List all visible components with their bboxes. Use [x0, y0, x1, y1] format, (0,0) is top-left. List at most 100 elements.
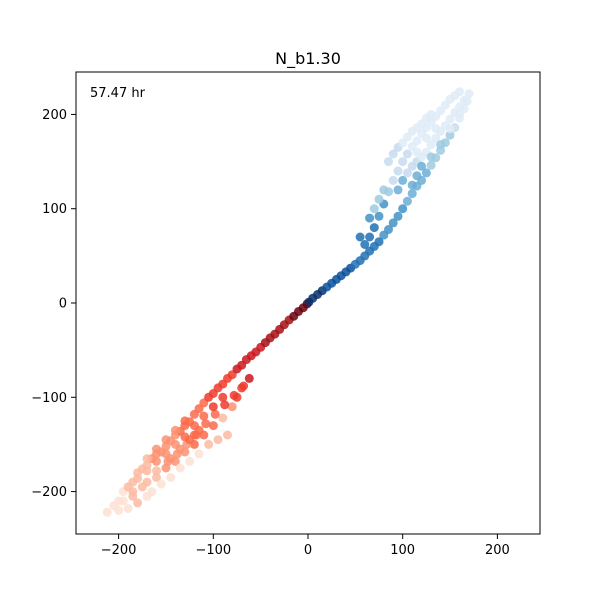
scatter-point-s1-86 [393, 185, 403, 195]
scatter-point-s1-22 [407, 189, 417, 199]
scatter-point-s1-18 [388, 218, 398, 228]
scatter-point-s0-59 [194, 449, 204, 459]
x-tick-label: −100 [195, 543, 231, 558]
scatter-point-s1-84 [455, 102, 464, 112]
scatter-point-s1-37 [365, 232, 375, 242]
scatter-point-s0-58 [204, 439, 214, 449]
scatter-point-s0-69 [118, 496, 128, 506]
y-tick-label: −200 [31, 485, 67, 500]
scatter-point-s1-90 [426, 152, 436, 162]
y-tick-label: 0 [59, 297, 67, 312]
scatter-point-s1-67 [374, 194, 384, 204]
scatter-point-s0-57 [213, 435, 223, 445]
scatter-point-s0-102 [180, 416, 190, 426]
scatter-point-s1-78 [426, 140, 436, 150]
chart-title: N_b1.30 [275, 49, 341, 69]
scatter-point-s1-68 [379, 185, 389, 195]
scatter-point-s0-87 [133, 473, 143, 483]
scatter-point-s1-58 [388, 149, 398, 159]
scatter-point-s1-43 [393, 166, 403, 176]
scatter-point-s1-30 [445, 130, 455, 140]
scatter-point-s0-99 [142, 454, 152, 464]
scatter-point-s0-70 [128, 491, 138, 501]
scatter-point-s0-91 [208, 402, 218, 412]
scatter-point-s0-66 [133, 498, 143, 508]
scatter-point-s0-96 [166, 454, 176, 464]
scatter-point-s0-86 [142, 466, 152, 476]
x-tick-label: 100 [390, 543, 415, 558]
scatter-point-s0-62 [166, 472, 176, 482]
ticks-layer: −200 −100 0 100 200 −200 −100 0 100 200 [31, 108, 510, 558]
points-layer [102, 87, 474, 517]
scatter-point-s0-52 [218, 413, 228, 423]
scatter-point-s0-80 [229, 390, 239, 400]
x-tick-label: 0 [304, 543, 312, 558]
scatter-point-s0-90 [199, 411, 209, 421]
scatter-point-s1-38 [369, 223, 379, 233]
scatter-point-s1-79 [431, 133, 441, 143]
scatter-point-s1-91 [436, 140, 446, 150]
scatter-point-s1-73 [402, 168, 412, 178]
scatter-point-s0-81 [239, 381, 249, 391]
scatter-point-s0-77 [201, 419, 211, 429]
scatter-point-s1-19 [393, 211, 403, 221]
scatter-point-s0-71 [142, 477, 152, 487]
scatter-point-s0-56 [223, 430, 232, 440]
scatter-point-s1-57 [384, 157, 393, 167]
scatter-point-s0-63 [156, 479, 166, 489]
scatter-point-s1-56 [455, 87, 464, 97]
scatter-point-s0-98 [152, 444, 161, 454]
y-tick-label: 200 [42, 108, 67, 123]
scatter-point-s1-45 [402, 149, 412, 159]
scatter-point-s1-92 [445, 124, 455, 134]
scatter-point-s0-101 [170, 425, 180, 435]
scatter-point-s0-67 [123, 504, 133, 513]
scatter-point-s0-45 [152, 472, 161, 482]
scatter-point-s0-94 [185, 435, 195, 445]
scatter-point-s1-35 [464, 89, 474, 99]
scatter-point-s1-95 [421, 133, 431, 143]
scatter-point-s0-51 [208, 421, 218, 431]
scatter-point-s1-89 [417, 161, 427, 171]
scatter-point-s0-60 [185, 456, 195, 466]
scatter-point-s1-72 [398, 175, 408, 185]
scatter-point-s0-68 [114, 505, 124, 515]
scatter-point-s1-42 [388, 175, 398, 185]
scatter-point-s0-0 [102, 507, 112, 517]
scatter-point-s0-82 [244, 373, 254, 383]
scatter-point-s0-78 [210, 409, 220, 419]
scatter-point-s1-82 [445, 114, 455, 124]
scatter-point-s0-79 [220, 400, 230, 410]
scatter-point-s1-25 [421, 168, 431, 178]
scatter-point-s1-87 [407, 180, 417, 190]
scatter-point-s1-15 [374, 237, 384, 247]
scatter-point-s1-94 [431, 124, 441, 134]
x-tick-label: −200 [101, 543, 137, 558]
scatter-point-s0-65 [142, 491, 152, 501]
scatter-point-s1-96 [412, 147, 422, 157]
scatter-point-s1-70 [365, 213, 375, 223]
scatter-point-s1-26 [426, 160, 436, 170]
y-tick-label: 100 [42, 202, 67, 217]
scatter-point-s0-97 [194, 425, 204, 435]
scatter-point-s1-71 [355, 232, 365, 242]
scatter-point-s0-92 [218, 392, 228, 402]
scatter-point-s1-88 [412, 171, 422, 181]
scatter-point-s0-61 [175, 463, 185, 473]
scatter-point-s1-85 [459, 95, 469, 105]
scatter-point-s1-21 [402, 196, 412, 206]
x-tick-label: 200 [485, 543, 510, 558]
scatter-point-s0-85 [152, 456, 161, 466]
scatter-point-s1-47 [412, 136, 422, 146]
scatter-point-s1-39 [374, 211, 384, 221]
scatter-point-s1-20 [398, 204, 408, 214]
scatter-point-s1-36 [360, 240, 370, 249]
scatter-point-s1-44 [398, 157, 408, 167]
scatter-point-s1-66 [426, 109, 436, 119]
scatter-point-s0-53 [227, 402, 237, 412]
time-annotation: 57.47 hr [90, 86, 146, 101]
scatter-point-s1-17 [384, 225, 393, 234]
scatter-point-s0-72 [152, 466, 161, 476]
scatter-point-s1-93 [455, 109, 464, 119]
